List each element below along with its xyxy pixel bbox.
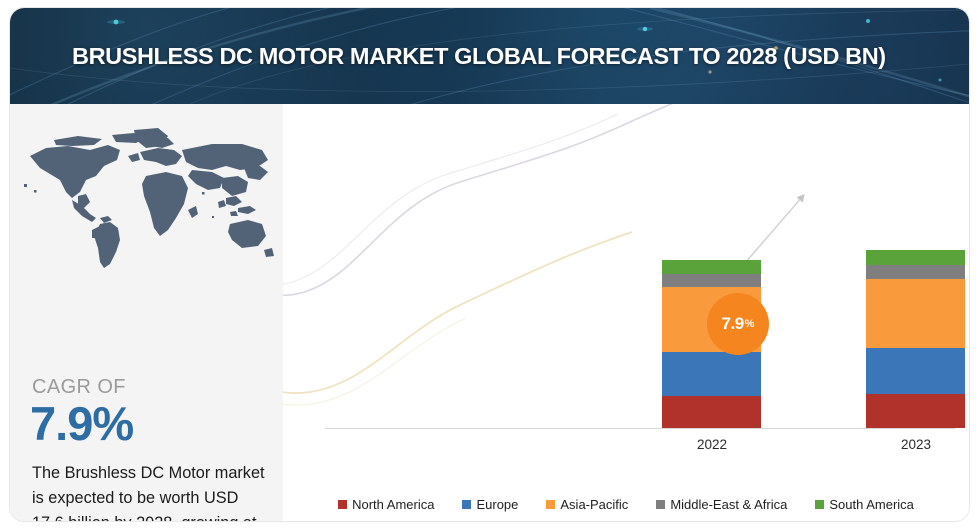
chart-legend: North America Europe Asia-Pacific Middle… bbox=[283, 488, 969, 521]
segment-middle-east-africa-2023 bbox=[866, 265, 965, 279]
summary-description: The Brushless DC Motor market is expecte… bbox=[32, 464, 265, 521]
world-map-icon bbox=[16, 126, 278, 274]
legend-swatch-icon bbox=[462, 500, 472, 509]
cagr-callout-value: 7.9 bbox=[721, 314, 745, 333]
x-tick-2022: 2022 bbox=[696, 437, 728, 452]
legend-swatch-icon bbox=[546, 500, 556, 509]
x-axis-line bbox=[325, 428, 955, 429]
cagr-callout-percent: % bbox=[744, 318, 755, 330]
legend-swatch-icon bbox=[338, 500, 348, 509]
cagr-label: CAGR OF bbox=[32, 376, 126, 398]
segment-north-america-2022 bbox=[662, 396, 761, 428]
legend-swatch-icon bbox=[815, 500, 825, 509]
legend-swatch-icon bbox=[656, 500, 666, 509]
legend-item-asia-pacific[interactable]: Asia-Pacific bbox=[546, 497, 628, 512]
header-fiber-decoration bbox=[10, 8, 969, 104]
segment-asia-pacific-2023 bbox=[866, 279, 965, 348]
cagr-callout-bubble: 7.9 % bbox=[707, 293, 769, 355]
segment-middle-east-africa-2022 bbox=[662, 274, 761, 287]
infographic-frame: BRUSHLESS DC MOTOR MARKET GLOBAL FORECAS… bbox=[10, 8, 969, 521]
header-banner: BRUSHLESS DC MOTOR MARKET GLOBAL FORECAS… bbox=[10, 8, 969, 104]
segment-south-america-2022 bbox=[662, 260, 761, 274]
legend-label: Asia-Pacific bbox=[560, 497, 629, 512]
x-tick-2023: 2023 bbox=[900, 437, 932, 452]
legend-item-europe[interactable]: Europe bbox=[462, 497, 518, 512]
legend-item-north-america[interactable]: North America bbox=[338, 497, 434, 512]
segment-south-america-2023 bbox=[866, 250, 965, 265]
legend-label: North America bbox=[352, 497, 435, 512]
bar-stack-2023 bbox=[866, 250, 965, 428]
legend-item-south-america[interactable]: South America bbox=[815, 497, 914, 512]
segment-europe-2022 bbox=[662, 352, 761, 396]
page-title: BRUSHLESS DC MOTOR MARKET GLOBAL FORECAS… bbox=[72, 42, 886, 69]
legend-label: Europe bbox=[476, 497, 519, 512]
legend-item-middle-east-africa[interactable]: Middle-East & Africa bbox=[656, 497, 787, 512]
chart-area: 11.4 2022 12.1 2023 bbox=[283, 104, 969, 521]
cagr-value: 7.9% bbox=[30, 397, 134, 450]
summary-panel: CAGR OF 7.9% The Brushless DC Motor mark… bbox=[10, 104, 283, 521]
segment-north-america-2023 bbox=[866, 394, 965, 428]
legend-label: Middle-East & Africa bbox=[670, 497, 788, 512]
segment-europe-2023 bbox=[866, 348, 965, 394]
plot-region: 11.4 2022 12.1 2023 bbox=[283, 104, 969, 521]
legend-label: South America bbox=[829, 497, 914, 512]
